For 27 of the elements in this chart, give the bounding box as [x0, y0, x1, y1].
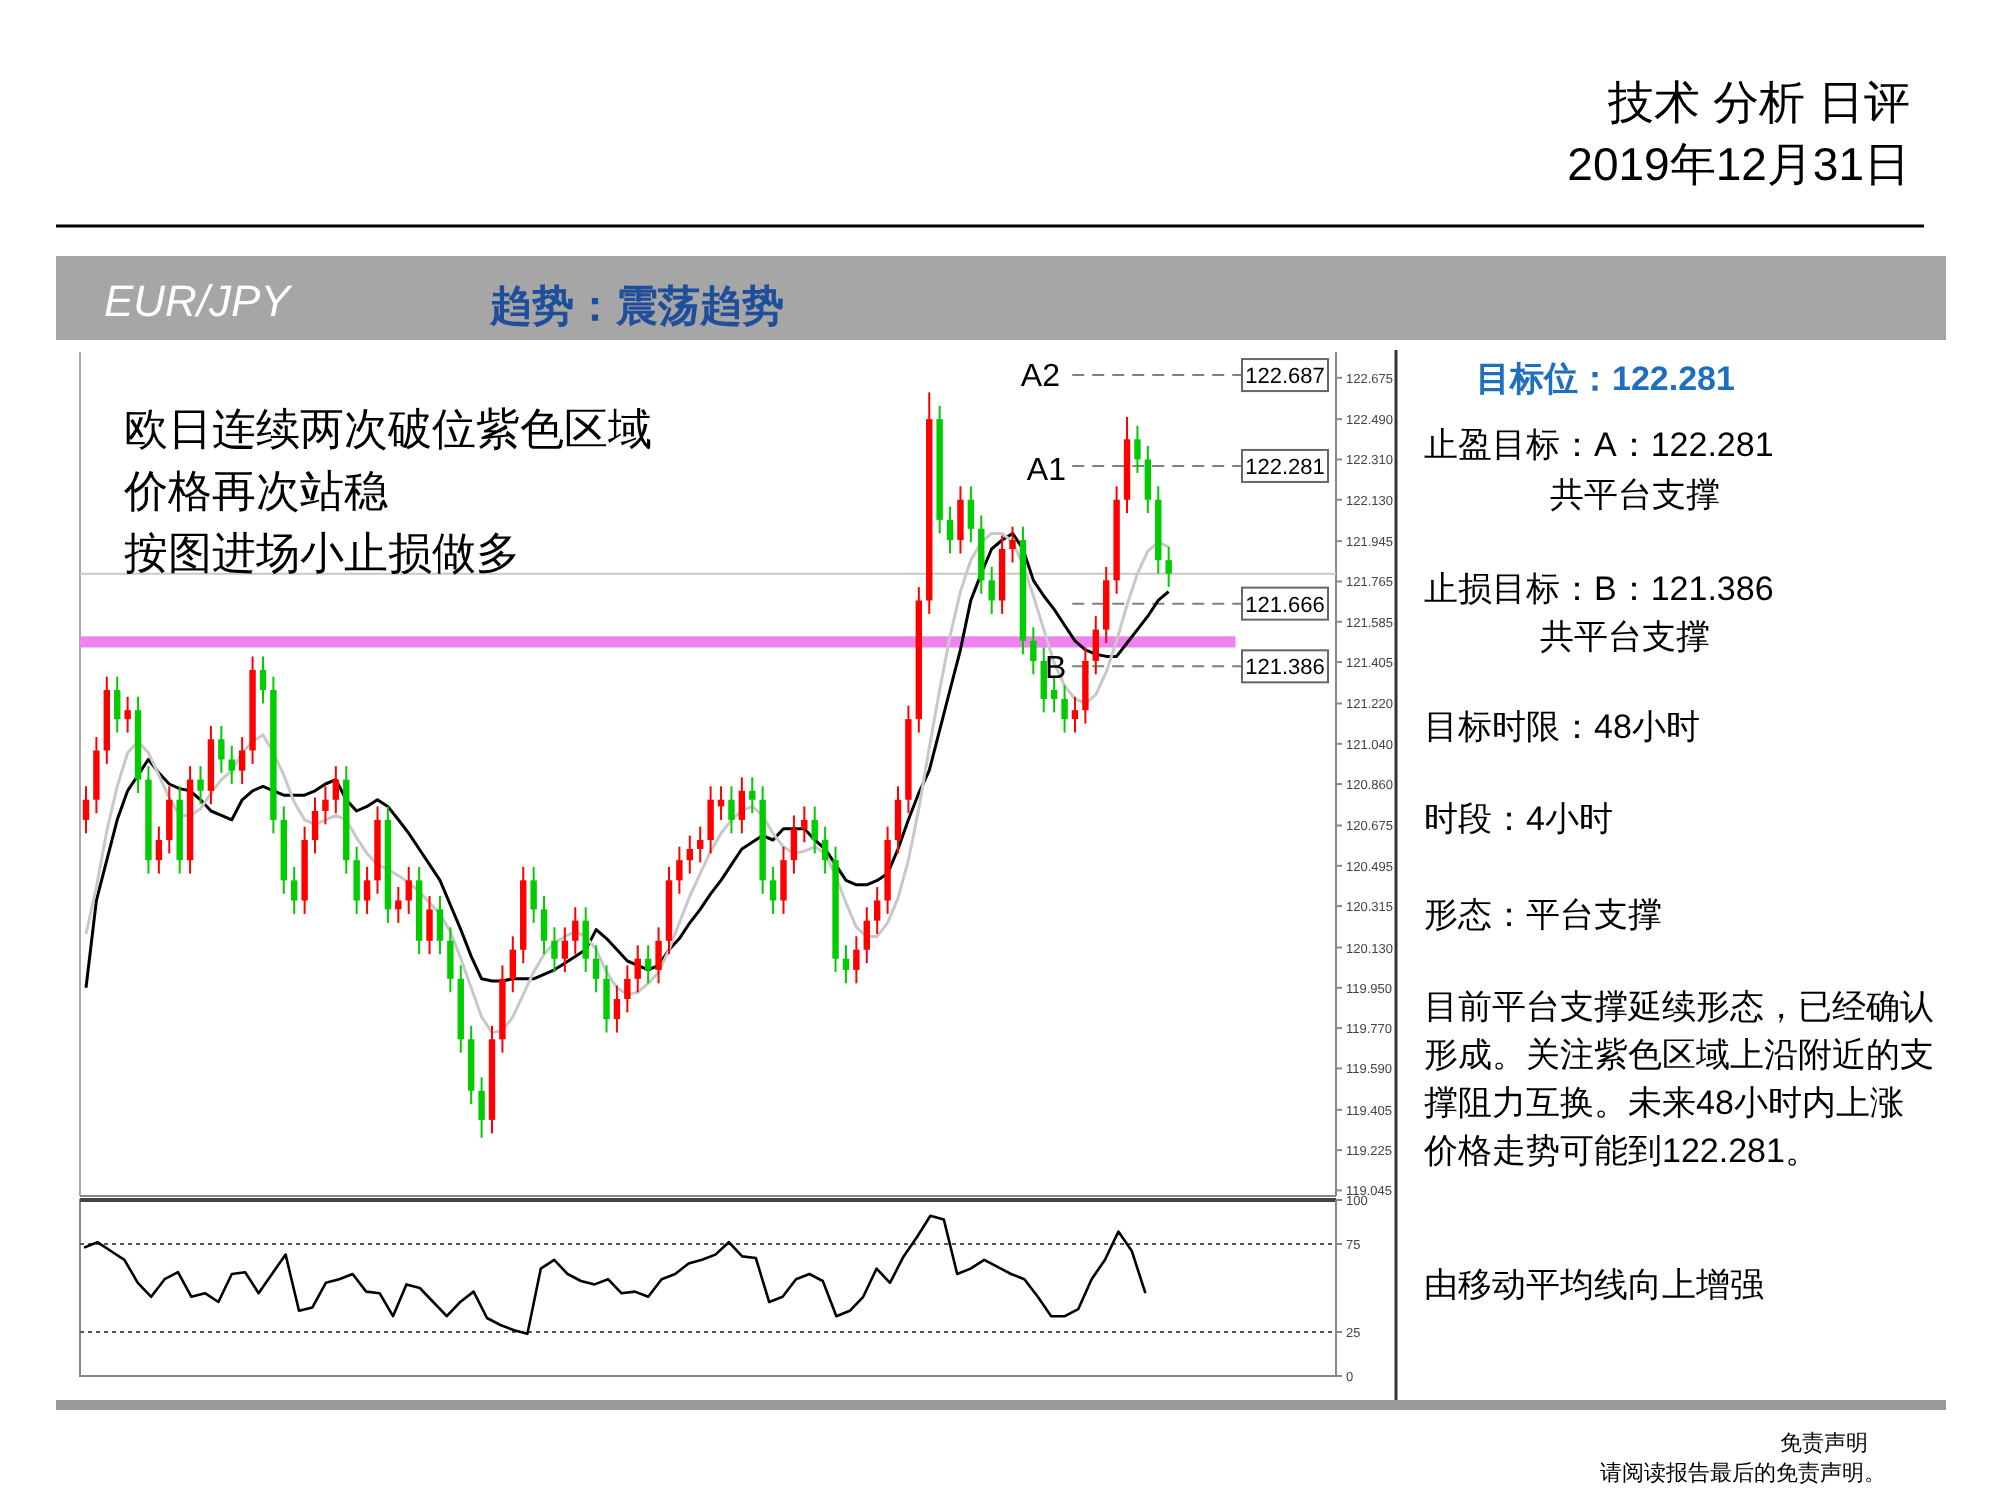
chart-subtitle: 趋势：震荡趋势	[488, 284, 784, 330]
text: 止损目标：B：121.386	[1424, 568, 1776, 612]
text: 由移动平均线向上增强	[1424, 1264, 1766, 1308]
text: 技术 分析 日评	[1606, 74, 1910, 132]
text: 共平台支撑	[1550, 474, 1722, 518]
text: 形态：平台支撑	[1424, 894, 1664, 938]
text: 共平台支撑	[1540, 616, 1712, 660]
text: 免责声明	[1780, 1429, 1868, 1458]
annotation: 按图进场小止损做多	[124, 528, 520, 578]
annotation: B	[1044, 652, 1067, 687]
ref-line-label: 121.386	[1245, 656, 1325, 681]
chart-title: EUR/JPY	[104, 276, 293, 326]
text: 时段：4小时	[1424, 798, 1615, 842]
ref-line-label: 122.687	[1245, 365, 1325, 390]
text: 2019年12月31日	[1565, 136, 1910, 194]
text: 目标时限：48小时	[1424, 706, 1702, 750]
text: 止盈目标：A：122.281	[1424, 424, 1776, 468]
ref-line-label: 122.281	[1245, 455, 1325, 480]
text: 目标位：122.281	[1476, 358, 1735, 402]
text: 请阅读报告最后的免责声明。	[1600, 1459, 1886, 1488]
annotation: A1	[1026, 454, 1067, 488]
annotation: A2	[1020, 360, 1061, 394]
line-series	[82, 1214, 1147, 1336]
ref-line-label: 121.666	[1245, 593, 1325, 618]
annotation: 欧日连续两次破位紫色区域	[124, 404, 652, 454]
text: 目前平台支撑延续形态，已经确认形成。关注紫色区域上沿附近的支撑阻力互换。未来48小时内上涨价格走势可能到122.281。	[1424, 986, 1936, 1174]
annotation: 价格再次站稳	[122, 466, 388, 516]
